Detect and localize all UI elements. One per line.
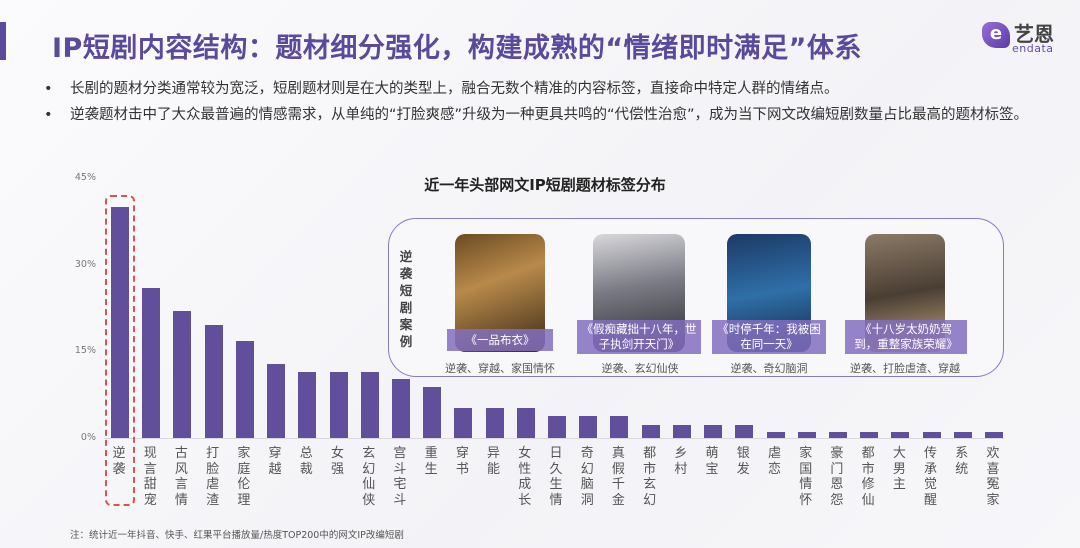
x-tick-label: 打脸虐渣 [206,446,220,508]
x-tick-label: 都市玄幻 [643,446,657,508]
bar [641,424,660,438]
bar [423,387,442,438]
bar [204,325,223,438]
y-tick-label: 45% [74,172,96,183]
x-tick-label: 萌宝 [705,446,719,477]
bar [391,379,410,438]
chart-title: 近一年头部网文IP短剧题材标签分布 [424,176,666,194]
bar [579,416,598,438]
endata-logo: e 艺恩 endata [982,18,1072,55]
y-tick-label: 0% [80,432,96,443]
bar [111,206,129,438]
poster-title: 《假痴藏拙十八年，世子执剑开天门》 [577,320,701,354]
bullet-item: 逆袭题材击中了大众最普遍的情感需求，从单纯的“打脸爽感”升级为一种更具共鸣的“代… [44,102,1054,128]
logo-text-en: endata [1012,42,1054,55]
case-tags: 逆袭、打脸虐渣、穿越 [850,362,960,375]
x-tick-label: 女性成长 [518,446,532,508]
x-tick-label: 宫斗宅斗 [393,446,407,508]
bar [672,424,691,438]
bar [267,364,286,438]
x-tick-label: 欢喜冤家 [986,446,1000,508]
y-tick-label: 30% [74,258,96,270]
case-panel-label: 逆袭短剧案例 [399,249,413,349]
case-tags: 逆袭、穿越、家国情怀 [445,362,555,375]
x-tick-label: 穿越 [268,446,282,477]
highlight-box [105,195,135,506]
x-tick-label: 重生 [424,446,438,477]
bar [548,416,566,438]
bar [797,431,816,438]
x-tick-label: 传承觉醒 [924,446,938,508]
case-tags: 逆袭、玄幻仙侠 [601,362,679,375]
bar [735,424,754,438]
bullet-list: 长剧的题材分类通常较为宽泛，短剧题材则是在大的类型上，融合无数个精准的内容标签，… [44,76,1054,128]
x-tick-label: 逆袭 [112,446,126,477]
page-title: IP短剧内容结构：题材细分强化，构建成熟的“情绪即时满足”体系 [52,33,862,64]
x-tick-label: 都市修仙 [861,446,875,508]
x-tick-label: 银发 [736,446,750,477]
x-tick-label: 系统 [955,446,969,477]
logo-mark-icon: e [982,22,1010,48]
x-tick-label: 日久生情 [549,446,563,508]
bar [953,431,972,438]
x-tick-label: 虐恋 [767,446,781,477]
logo-text-cn: 艺恩 [1014,22,1054,46]
bar [828,431,847,438]
y-tick-label: 15% [74,345,96,357]
bar [235,340,254,438]
x-axis-line [104,438,1004,439]
bar [360,372,379,438]
x-tick-label: 总裁 [299,446,313,477]
x-tick-label: 家国情怀 [799,446,813,508]
x-tick-label: 古风言情 [174,446,188,508]
bar [922,431,941,438]
bar [704,424,723,438]
x-tick-label: 现言甜宠 [143,446,157,508]
bar [329,372,348,438]
bar [516,407,535,438]
x-tick-label: 穿书 [455,446,469,477]
bar [173,310,192,438]
poster-title: 《十八岁太奶奶驾到，重整家族荣耀》 [845,320,967,354]
bar [766,431,785,438]
bar [985,431,1003,438]
x-tick-label: 真假千金 [611,446,625,508]
bar [610,416,629,438]
bar [485,407,504,438]
bar [891,431,910,438]
x-tick-label: 豪门恩怨 [830,446,844,508]
x-tick-label: 玄幻仙侠 [362,446,376,508]
x-tick-label: 异能 [487,446,501,477]
title-accent-bar [0,22,6,60]
bullet-item: 长剧的题材分类通常较为宽泛，短剧题材则是在大的类型上，融合无数个精准的内容标签，… [44,76,1054,102]
x-tick-label: 乡村 [674,446,688,477]
poster-title: 《一品布衣》 [447,329,553,351]
x-tick-label: 奇幻脑洞 [580,446,594,508]
bar [298,372,317,438]
x-tick-label: 女强 [330,446,344,477]
poster-title: 《时停千年：我被困在同一天》 [712,320,826,354]
bar [142,287,161,438]
x-tick-label: 大男主 [892,446,906,492]
bar [454,407,473,438]
x-tick-label: 家庭伦理 [237,446,251,508]
bar [860,431,879,438]
footnote: 注：统计近一年抖音、快手、红果平台播放量/热度TOP200中的网文IP改编短剧 [70,530,404,541]
case-tags: 逆袭、奇幻脑洞 [730,362,808,375]
